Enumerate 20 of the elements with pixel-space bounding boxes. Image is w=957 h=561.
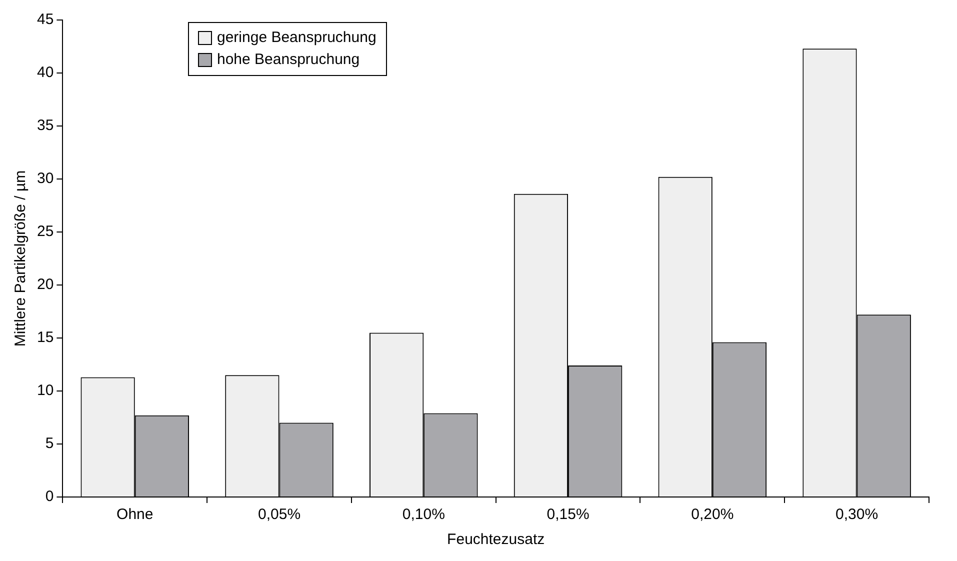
legend-label: hohe Beanspruchung (217, 50, 360, 70)
y-tick-label: 15 (36, 329, 54, 346)
y-tick-label: 30 (36, 170, 54, 188)
y-tick-label: 10 (36, 382, 54, 400)
y-tick-label: 40 (36, 64, 54, 82)
y-tick-label: 35 (36, 117, 54, 134)
x-tick-label: 0,20% (691, 506, 734, 524)
x-tick-label: 0,10% (402, 506, 445, 524)
y-axis-title: Mittlere Partikelgröße / µm (12, 170, 30, 347)
y-tick-label: 5 (45, 435, 54, 452)
y-tick-label: 0 (45, 488, 54, 506)
y-tick-label: 25 (36, 223, 54, 240)
y-tick-label: 20 (36, 276, 54, 294)
legend-label: geringe Beanspruchung (217, 28, 376, 48)
x-tick-label: 0,15% (546, 506, 590, 524)
x-tick-label: Ohne (116, 506, 154, 524)
x-tick-label: 0,05% (258, 506, 301, 524)
x-tick-label: 0,30% (836, 506, 878, 524)
x-axis-title: Feuchtezusatz (447, 531, 545, 548)
y-tick-label: 45 (36, 11, 54, 28)
